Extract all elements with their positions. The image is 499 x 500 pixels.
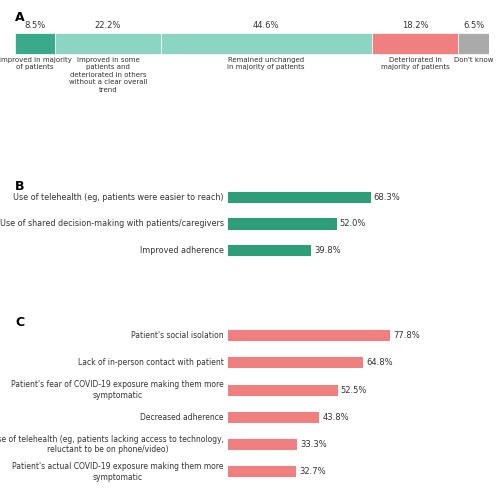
Text: 39.8%: 39.8%: [314, 246, 341, 255]
Bar: [458, 32, 489, 54]
Text: Use of telehealth (eg, patients lacking access to technology,
reluctant to be on: Use of telehealth (eg, patients lacking …: [0, 435, 224, 454]
Text: Don't know: Don't know: [454, 56, 494, 62]
Text: B: B: [15, 180, 24, 193]
Text: Improved adherence: Improved adherence: [140, 246, 224, 255]
Text: 6.5%: 6.5%: [463, 21, 484, 30]
Bar: [228, 412, 319, 423]
Text: Patient's fear of COVID-19 exposure making them more
symptomatic: Patient's fear of COVID-19 exposure maki…: [11, 380, 224, 400]
Text: A: A: [15, 11, 24, 24]
Text: 77.8%: 77.8%: [394, 331, 420, 340]
Bar: [228, 358, 363, 368]
Text: Use of shared decision-making with patients/caregivers: Use of shared decision-making with patie…: [0, 220, 224, 228]
Text: Deteriorated in
majority of patients: Deteriorated in majority of patients: [381, 56, 450, 70]
Bar: [228, 218, 336, 230]
Text: Use of telehealth (eg, patients were easier to reach): Use of telehealth (eg, patients were eas…: [13, 193, 224, 202]
Bar: [15, 32, 55, 54]
Text: 18.2%: 18.2%: [402, 21, 428, 30]
Bar: [228, 245, 311, 256]
Bar: [55, 32, 161, 54]
Text: C: C: [15, 316, 24, 329]
Bar: [372, 32, 458, 54]
Text: 33.3%: 33.3%: [301, 440, 327, 449]
Bar: [228, 466, 296, 477]
Bar: [228, 192, 371, 203]
Bar: [228, 439, 297, 450]
Bar: [228, 384, 337, 396]
Bar: [228, 330, 390, 341]
Text: Patient's actual COVID-19 exposure making them more
symptomatic: Patient's actual COVID-19 exposure makin…: [12, 462, 224, 481]
Text: 32.7%: 32.7%: [299, 468, 326, 476]
Text: 43.8%: 43.8%: [323, 413, 349, 422]
Bar: [161, 32, 372, 54]
Text: 68.3%: 68.3%: [374, 193, 401, 202]
Text: 64.8%: 64.8%: [366, 358, 393, 368]
Text: 44.6%: 44.6%: [253, 21, 279, 30]
Text: 52.5%: 52.5%: [341, 386, 367, 394]
Text: Improved in some
patients and
deteriorated in others
without a clear overall
tre: Improved in some patients and deteriorat…: [69, 56, 147, 92]
Text: Patient's social isolation: Patient's social isolation: [131, 331, 224, 340]
Text: Remained unchanged
in majority of patients: Remained unchanged in majority of patien…: [228, 56, 305, 70]
Text: 52.0%: 52.0%: [340, 220, 366, 228]
Text: Improved in majority
of patients: Improved in majority of patients: [0, 56, 71, 70]
Text: 8.5%: 8.5%: [24, 21, 46, 30]
Text: Decreased adherence: Decreased adherence: [140, 413, 224, 422]
Text: Lack of in-person contact with patient: Lack of in-person contact with patient: [78, 358, 224, 368]
Text: 22.2%: 22.2%: [95, 21, 121, 30]
